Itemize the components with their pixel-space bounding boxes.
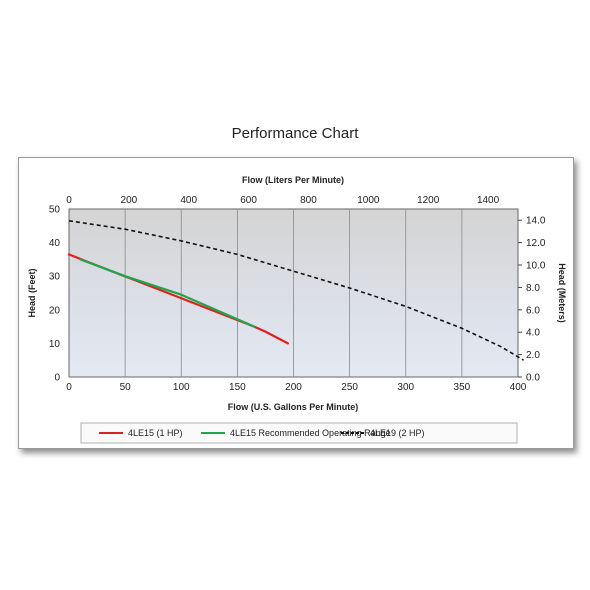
y-tick-label: 20 <box>49 305 61 316</box>
x2-tick-label: 1200 <box>417 195 440 206</box>
y2-axis-title: Head (Meters) <box>557 263 567 323</box>
y2-tick-label: 12.0 <box>526 238 546 249</box>
x2-tick-label: 1400 <box>477 195 500 206</box>
y-tick-label: 50 <box>49 205 61 216</box>
y2-tick-label: 0.0 <box>526 373 540 384</box>
y2-tick-label: 6.0 <box>526 305 540 316</box>
x-tick-label: 50 <box>120 382 132 393</box>
x2-tick-label: 200 <box>121 195 138 206</box>
legend <box>80 422 518 444</box>
series-lines <box>67 220 525 361</box>
legend-label-3: 4LE19 (2 HP) <box>370 428 425 438</box>
x-tick-label: 350 <box>454 382 471 393</box>
x2-tick-label: 0 <box>66 195 72 206</box>
y2-tick-label: 10.0 <box>526 261 546 272</box>
legend-entries: 4LE15 (1 HP) 4LE15 Recommended Operating … <box>99 428 425 438</box>
grid-lines <box>124 209 463 377</box>
chart-frame: 0 50 100 150 200 250 300 350 400 0 200 400 600 800 100… <box>18 157 574 449</box>
x2-tick-label: 600 <box>240 195 257 206</box>
x2-tick-label: 400 <box>180 195 197 206</box>
series-line-2 <box>79 258 256 328</box>
x-axis-title: Flow (U.S. Gallons Per Minute) <box>228 402 359 412</box>
x-tick-label: 400 <box>510 382 527 393</box>
y2-tick-label: 4.0 <box>526 328 540 339</box>
x-tick-label: 100 <box>173 382 190 393</box>
y-tick-label: 0 <box>54 373 60 384</box>
x-tick-label: 250 <box>341 382 358 393</box>
y-tick-label: 30 <box>49 272 61 283</box>
x2-tick-label: 800 <box>300 195 317 206</box>
x-tick-label: 300 <box>397 382 414 393</box>
legend-label-2: 4LE15 Recommended Operating Range <box>230 428 391 438</box>
legend-label-1: 4LE15 (1 HP) <box>128 428 183 438</box>
x-tick-label: 200 <box>285 382 302 393</box>
y-axis-title: Head (Feet) <box>27 268 37 317</box>
y-tick-label: 40 <box>49 238 61 249</box>
x2-tick-label: 1000 <box>357 195 380 206</box>
x2-axis-title: Flow (Liters Per Minute) <box>242 175 344 185</box>
y2-tick-label: 8.0 <box>526 283 540 294</box>
page-title: Performance Chart <box>231 125 359 142</box>
series-line-3 <box>68 220 525 361</box>
y-tick-label: 10 <box>49 339 61 350</box>
y2-tick-label: 2.0 <box>526 350 540 361</box>
y2-tick-label: 14.0 <box>526 216 546 227</box>
x-tick-label: 0 <box>66 382 72 393</box>
x-tick-label: 150 <box>229 382 246 393</box>
